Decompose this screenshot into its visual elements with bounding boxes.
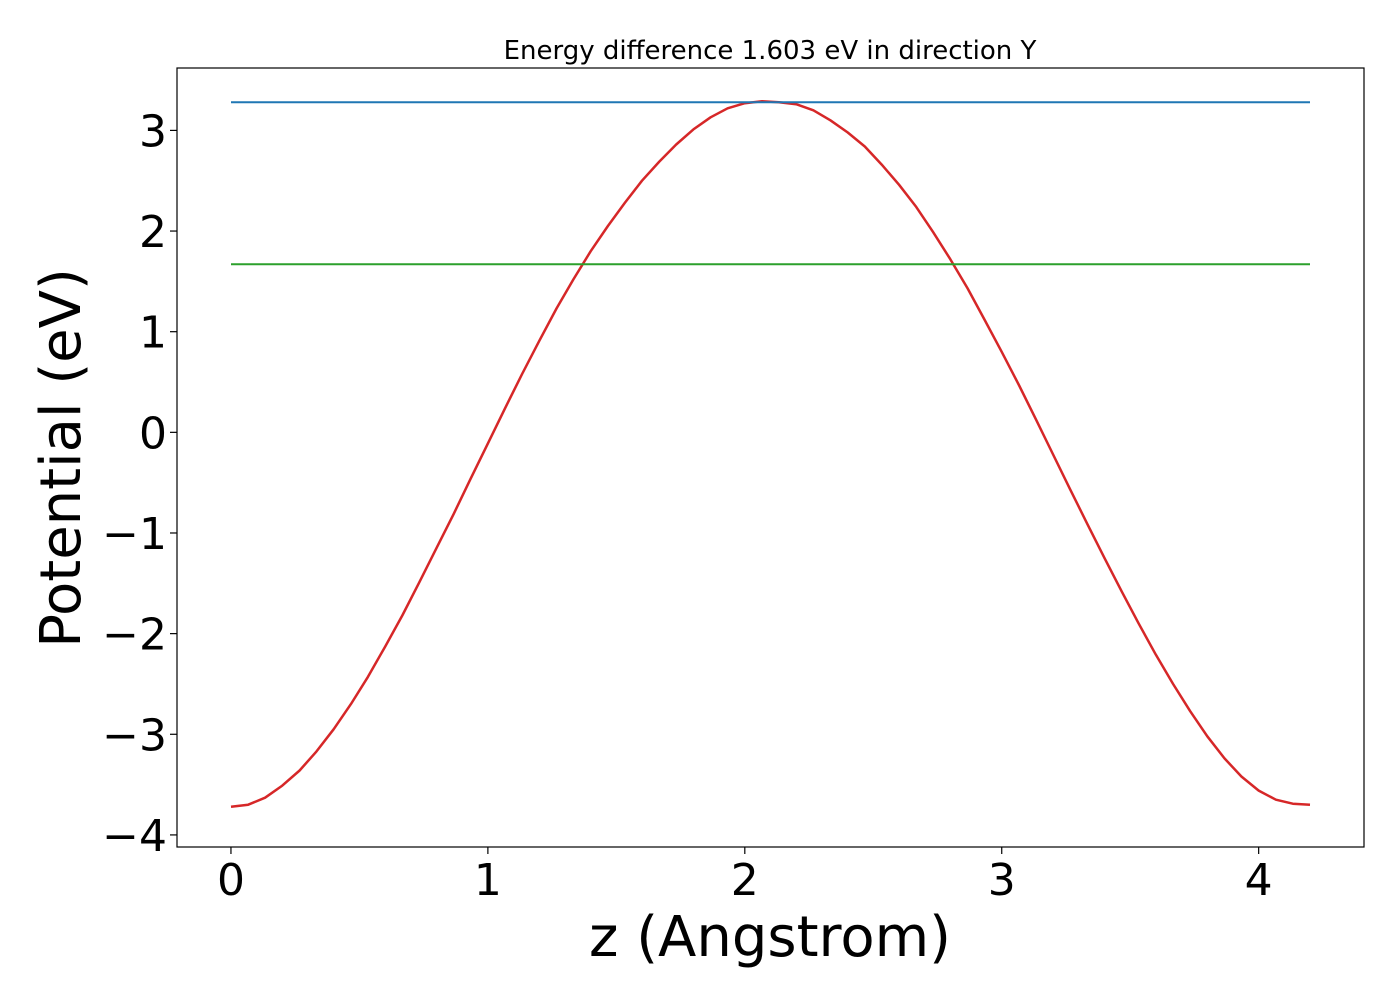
x-axis: 0 1 2 3 4 [217,847,1273,906]
y-tick-label: 1 [139,308,167,359]
y-tick-label: 3 [139,106,167,157]
y-axis-label: Potential (eV) [29,268,94,648]
y-tick-label: 0 [139,408,167,459]
x-tick-label: 1 [474,855,502,906]
y-tick-label: −4 [102,811,167,862]
x-axis-label: z (Angstrom) [589,905,951,970]
x-tick-label: 4 [1245,855,1273,906]
series-layer [230,99,1311,808]
x-tick-label: 3 [988,855,1016,906]
y-tick-label: 2 [139,207,167,258]
plot-frame [176,67,1365,848]
y-tick-label: −2 [102,610,167,661]
chart-title: Energy difference 1.603 eV in direction … [504,36,1037,66]
y-axis: −4 −3 −2 −1 0 1 2 3 [102,106,177,862]
x-tick-label: 2 [731,855,759,906]
y-tick-label: −3 [102,710,167,761]
x-tick-label: 0 [217,855,245,906]
y-tick-label: −1 [102,509,167,560]
